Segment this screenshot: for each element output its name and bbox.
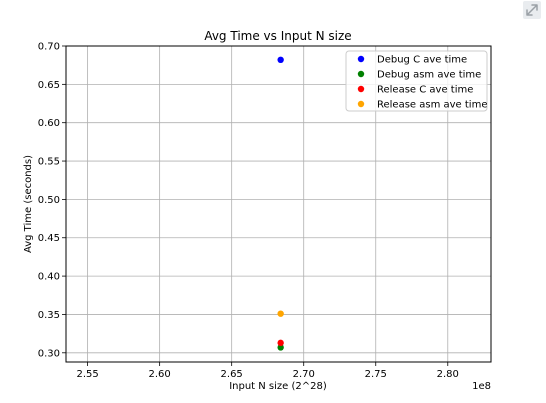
- legend-marker: [357, 55, 365, 63]
- x-tick-label: 2.75: [365, 369, 387, 380]
- legend-marker: [357, 85, 365, 93]
- y-tick-label: 0.55: [38, 157, 60, 168]
- legend-label: Release C ave time: [377, 85, 473, 96]
- x-axis-label: Input N size (2^28): [229, 381, 327, 392]
- x-tick-label: 2.70: [293, 369, 315, 380]
- data-points: [277, 56, 284, 351]
- x-tick-label: 2.60: [149, 369, 171, 380]
- legend-box: [345, 50, 488, 112]
- y-tick-label: 0.30: [38, 348, 60, 359]
- x-tick-label: 2.80: [437, 369, 459, 380]
- y-tick-label: 0.40: [38, 272, 60, 283]
- data-point: [277, 56, 284, 64]
- legend-marker: [357, 100, 365, 108]
- y-tick-label: 0.60: [38, 118, 60, 129]
- legend: Debug C ave time Debug asm ave time Releas…: [345, 50, 488, 112]
- plot-area-frame: [65, 45, 492, 363]
- axis-ticks: 2.55 2.60 2.65 2.70 2.75 2.80 0.30 0.35 0.40 0.45…: [38, 42, 459, 381]
- y-tick-label: 0.50: [38, 195, 60, 206]
- data-point: [277, 339, 284, 347]
- y-tick-label: 0.35: [38, 310, 60, 321]
- y-axis-label: Avg Time (seconds): [23, 155, 34, 253]
- expand-icon: [526, 4, 538, 16]
- y-tick-label: 0.45: [38, 233, 60, 244]
- x-tick-label: 2.55: [76, 369, 98, 380]
- x-axis-offset-label: 1e8: [472, 381, 491, 392]
- chart-title: Avg Time vs Input N size: [204, 29, 351, 43]
- legend-label: Debug C ave time: [377, 55, 467, 66]
- y-tick-label: 0.70: [38, 42, 60, 53]
- data-point: [277, 344, 284, 351]
- legend-label: Debug asm ave time: [377, 70, 481, 81]
- y-tick-label: 0.65: [38, 80, 60, 91]
- data-point: [277, 310, 284, 317]
- legend-marker: [357, 70, 365, 78]
- x-tick-label: 2.65: [221, 369, 243, 380]
- expand-button[interactable]: [523, 1, 541, 19]
- legend-label: Release asm ave time: [377, 100, 487, 111]
